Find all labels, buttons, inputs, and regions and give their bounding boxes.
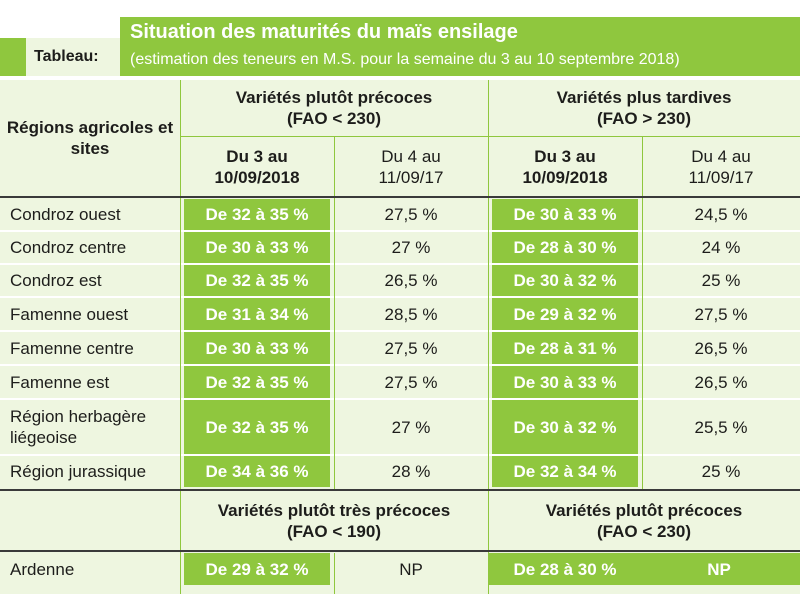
g2-previous-value: 25,5 % <box>694 417 748 437</box>
row-region: Condroz est <box>10 271 102 290</box>
g1-previous-value: 27 % <box>391 417 431 437</box>
g1-previous-value: 27 % <box>391 238 431 257</box>
ardenne-g4-previous: NP <box>707 559 731 579</box>
g1-current-value: De 30 à 33 % <box>184 332 330 364</box>
g1-current-value: De 34 à 36 % <box>184 456 330 487</box>
row-separator <box>0 454 800 456</box>
g2-current-value: De 30 à 33 % <box>492 366 638 398</box>
group2-header: Variétés plus tardives (FAO > 230) <box>488 80 800 135</box>
table-title: Situation des maturités du maïs ensilage <box>130 21 518 43</box>
group4-title: Variétés plutôt précoces <box>545 500 743 520</box>
group1-title: Variétés plutôt précoces <box>235 87 433 107</box>
g1-current-value: De 31 à 34 % <box>184 298 330 330</box>
g2-previous-value: 25 % <box>701 462 741 481</box>
g2-previous-value: 25 % <box>701 271 741 290</box>
row-region: Région jurassique <box>10 462 147 481</box>
row-separator <box>0 330 800 332</box>
ardenne-g3-current: De 29 à 32 % <box>184 553 330 585</box>
divider-h-group-bottom <box>0 550 800 552</box>
group3-title: Variétés plutôt très précoces <box>217 500 451 520</box>
g2-previous-value: 24,5 % <box>694 205 748 224</box>
divider-h-group-top <box>0 489 800 491</box>
tab-label: Tableau: <box>26 38 120 76</box>
ardenne-g4-cell: De 28 à 30 % NP <box>488 553 800 585</box>
title-band <box>120 17 800 76</box>
g2-col-current: Du 3 au 10/09/2018 <box>522 146 608 187</box>
g1-previous-value: 26,5 % <box>384 271 438 290</box>
row-region: Condroz centre <box>10 238 127 257</box>
row-region: Région herbagère liégeoise <box>10 407 147 447</box>
g1-current-value: De 30 à 33 % <box>184 232 330 263</box>
row-separator <box>0 398 800 400</box>
g1-col-previous: Du 4 au 11/09/17 <box>378 146 444 187</box>
g2-previous-value: 26,5 % <box>694 372 748 392</box>
g1-col-current: Du 3 au 10/09/2018 <box>214 146 300 187</box>
table-background <box>0 80 800 594</box>
g1-previous-value: 27,5 % <box>384 205 438 224</box>
g2-previous-value: 24 % <box>701 238 741 257</box>
g1-current-value: De 32 à 35 % <box>184 400 330 454</box>
group2-title: Variétés plus tardives <box>556 87 732 107</box>
g2-current-value: De 30 à 33 % <box>492 199 638 230</box>
group1-header: Variétés plutôt précoces (FAO < 230) <box>180 80 488 135</box>
table-header-banner: Tableau: Situation des maturités du maïs… <box>0 0 800 76</box>
group4-fao: (FAO < 230) <box>596 521 691 541</box>
g2-previous-value: 26,5 % <box>694 338 748 358</box>
g1-previous-value: 28,5 % <box>384 304 438 324</box>
ardenne-region: Ardenne <box>10 559 75 579</box>
row-region: Famenne est <box>10 372 110 392</box>
group3-header: Variétés plutôt très précoces (FAO < 190… <box>180 491 488 550</box>
g2-current-value: De 28 à 31 % <box>492 332 638 364</box>
g2-current-value: De 30 à 32 % <box>492 265 638 296</box>
divider-v-g2 <box>642 137 643 491</box>
g1-previous-value: 27,5 % <box>384 372 438 392</box>
table-subtitle: (estimation des teneurs en M.S. pour la … <box>130 51 680 68</box>
g2-previous-value: 27,5 % <box>694 304 748 324</box>
g2-current-value: De 29 à 32 % <box>492 298 638 330</box>
g1-previous-value: 27,5 % <box>384 338 438 358</box>
g1-previous-value: 28 % <box>391 462 431 481</box>
group2-fao: (FAO > 230) <box>596 108 691 128</box>
g1-current-value: De 32 à 35 % <box>184 199 330 230</box>
row-separator <box>0 230 800 232</box>
divider-v-regions <box>180 80 181 594</box>
g2-current-value: De 30 à 32 % <box>492 400 638 454</box>
row-header-label: Régions agricoles et sites <box>6 118 174 158</box>
divider-h-header-bottom <box>0 196 800 198</box>
ardenne-g4-current: De 28 à 30 % <box>513 559 617 579</box>
row-region: Famenne centre <box>10 338 134 358</box>
group3-fao: (FAO < 190) <box>286 521 381 541</box>
g2-current-value: De 28 à 30 % <box>492 232 638 263</box>
divider-h-subheader <box>180 136 800 137</box>
group4-header: Variétés plutôt précoces (FAO < 230) <box>488 491 800 550</box>
row-separator <box>0 364 800 366</box>
g1-current-value: De 32 à 35 % <box>184 366 330 398</box>
g2-current-value: De 32 à 34 % <box>492 456 638 487</box>
row-region: Condroz ouest <box>10 205 121 224</box>
divider-v-g3 <box>334 553 335 594</box>
row-region: Famenne ouest <box>10 304 129 324</box>
g2-col-previous: Du 4 au 11/09/17 <box>688 146 754 187</box>
row-separator <box>0 296 800 298</box>
ardenne-g3-previous: NP <box>399 559 423 579</box>
g1-current-value: De 32 à 35 % <box>184 265 330 296</box>
row-separator <box>0 263 800 265</box>
divider-v-groups <box>488 80 489 594</box>
group1-fao: (FAO < 230) <box>286 108 381 128</box>
divider-v-g1 <box>334 137 335 491</box>
